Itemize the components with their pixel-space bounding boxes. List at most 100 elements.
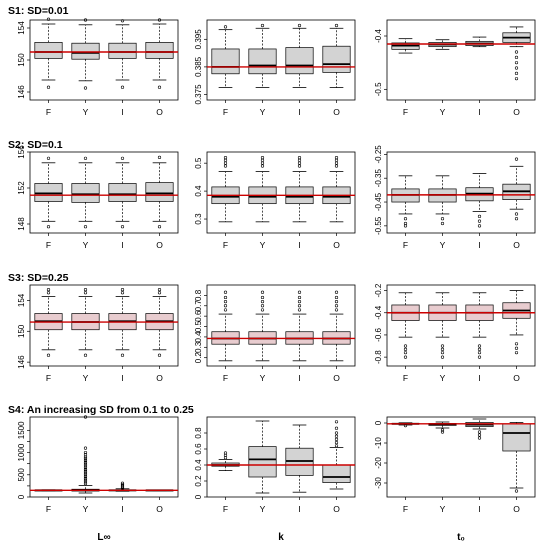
y-tick-label: 154 <box>17 21 26 35</box>
x-tick-label-o: O <box>156 240 163 250</box>
x-tick-label-o: O <box>333 504 340 514</box>
outlier-point-y <box>260 155 265 160</box>
outlier-point-y <box>83 18 88 22</box>
x-tick-label-o: O <box>156 504 163 514</box>
row-title-s4: S4: An increasing SD from 0.1 to 0.25 <box>8 404 194 416</box>
y-tick-label: 154 <box>17 293 26 307</box>
outlier-point-f <box>223 304 228 308</box>
outlier-point-i <box>477 219 482 223</box>
x-tick-label-o: O <box>513 373 520 383</box>
x-tick-label-f: F <box>403 240 408 250</box>
box-i <box>108 42 137 59</box>
outlier-point-o <box>514 50 519 54</box>
outlier-point-i <box>120 482 125 487</box>
outlier-point-o <box>334 420 339 424</box>
y-tick-label: 150 <box>17 53 26 67</box>
outlier-point-y <box>260 158 265 162</box>
outlier-point-i <box>297 308 302 312</box>
outlier-point-i <box>477 344 482 348</box>
x-tick-label-o: O <box>513 107 520 117</box>
outlier-point-y <box>440 428 445 432</box>
outlier-point-i <box>477 347 482 351</box>
outlier-point-o <box>334 164 339 168</box>
outlier-point-y <box>260 290 265 294</box>
y-tick-label: 0.6 <box>194 310 203 322</box>
y-tick-label: 0.2 <box>194 475 203 487</box>
outlier-point-i <box>297 300 302 304</box>
outlier-point-y <box>83 480 88 484</box>
y-tick-label: -10 <box>374 437 383 449</box>
outlier-point-i <box>477 355 482 359</box>
x-tick-label-i: I <box>121 504 123 514</box>
outlier-point-y <box>260 164 265 168</box>
panel-frame <box>386 284 536 367</box>
y-tick-label: 500 <box>17 468 26 482</box>
outlier-point-i <box>297 164 302 168</box>
outlier-point-o <box>334 300 339 304</box>
y-tick-label: 0.2 <box>194 352 203 364</box>
outlier-point-y <box>83 474 88 479</box>
x-tick-label-i: I <box>478 107 480 117</box>
outlier-point-f <box>223 451 228 455</box>
panel-frame <box>29 416 179 498</box>
outlier-point-i <box>477 351 482 355</box>
outlier-point-f <box>223 25 228 29</box>
y-tick-label: 0.8 <box>194 289 203 301</box>
x-tick-label-y: Y <box>83 107 89 117</box>
outlier-point-y <box>260 308 265 312</box>
outlier-point-o <box>157 18 162 22</box>
outlier-point-y <box>440 344 445 348</box>
outlier-point-i <box>477 430 482 434</box>
outlier-point-y <box>83 482 88 486</box>
outlier-point-y <box>83 467 88 472</box>
outlier-point-o <box>157 353 162 357</box>
panel-frame <box>206 151 356 234</box>
x-tick-label-y: Y <box>260 107 266 117</box>
outlier-point-i <box>297 155 302 160</box>
x-tick-label-o: O <box>156 107 163 117</box>
x-tick-label-o: O <box>513 504 520 514</box>
outlier-point-i <box>120 353 125 357</box>
outlier-point-f <box>46 288 51 292</box>
y-tick-label: -0.2 <box>374 283 383 297</box>
outlier-point-i <box>297 290 302 294</box>
outlier-point-f <box>403 344 408 348</box>
outlier-point-o <box>334 308 339 312</box>
outlier-point-i <box>297 23 302 28</box>
box-f <box>211 48 240 75</box>
x-tick-label-y: Y <box>440 240 446 250</box>
outlier-point-y <box>260 161 265 165</box>
outlier-point-y <box>83 353 88 357</box>
panel-2-2: F Y I O 0.3 0.4 0.5 <box>194 151 356 250</box>
x-tick-label-i: I <box>298 373 300 383</box>
outlier-point-y <box>440 221 445 226</box>
box-o <box>145 42 174 59</box>
outlier-point-y <box>440 347 445 351</box>
outlier-point-o <box>334 434 339 438</box>
y-tick-label: 0 <box>194 494 203 499</box>
x-tick-label-i: I <box>298 240 300 250</box>
outlier-point-f <box>223 295 228 300</box>
outlier-point-f <box>223 158 228 162</box>
outlier-point-o <box>157 155 162 159</box>
panel-1-2: F Y I O 0.375 0.385 0.395 <box>194 19 356 117</box>
outlier-point-o <box>514 66 519 70</box>
outlier-point-i <box>120 85 125 89</box>
outlier-point-o <box>334 158 339 162</box>
x-tick-label-i: I <box>121 240 123 250</box>
outlier-point-f <box>223 290 228 294</box>
y-tick-label: 0.6 <box>194 443 203 455</box>
outlier-point-y <box>83 446 88 450</box>
y-tick-label: 0.385 <box>194 56 203 77</box>
outlier-point-y <box>83 288 88 292</box>
y-tick-label: 0.8 <box>194 427 203 439</box>
outlier-point-y <box>83 464 88 468</box>
y-tick-label: 146 <box>17 85 26 99</box>
x-tick-label-i: I <box>478 373 480 383</box>
x-tick-label-i: I <box>121 107 123 117</box>
panel-frame <box>29 19 179 101</box>
outlier-point-o <box>334 441 339 445</box>
outlier-point-y <box>83 86 88 90</box>
outlier-point-i <box>297 158 302 162</box>
outlier-point-y <box>83 458 88 463</box>
